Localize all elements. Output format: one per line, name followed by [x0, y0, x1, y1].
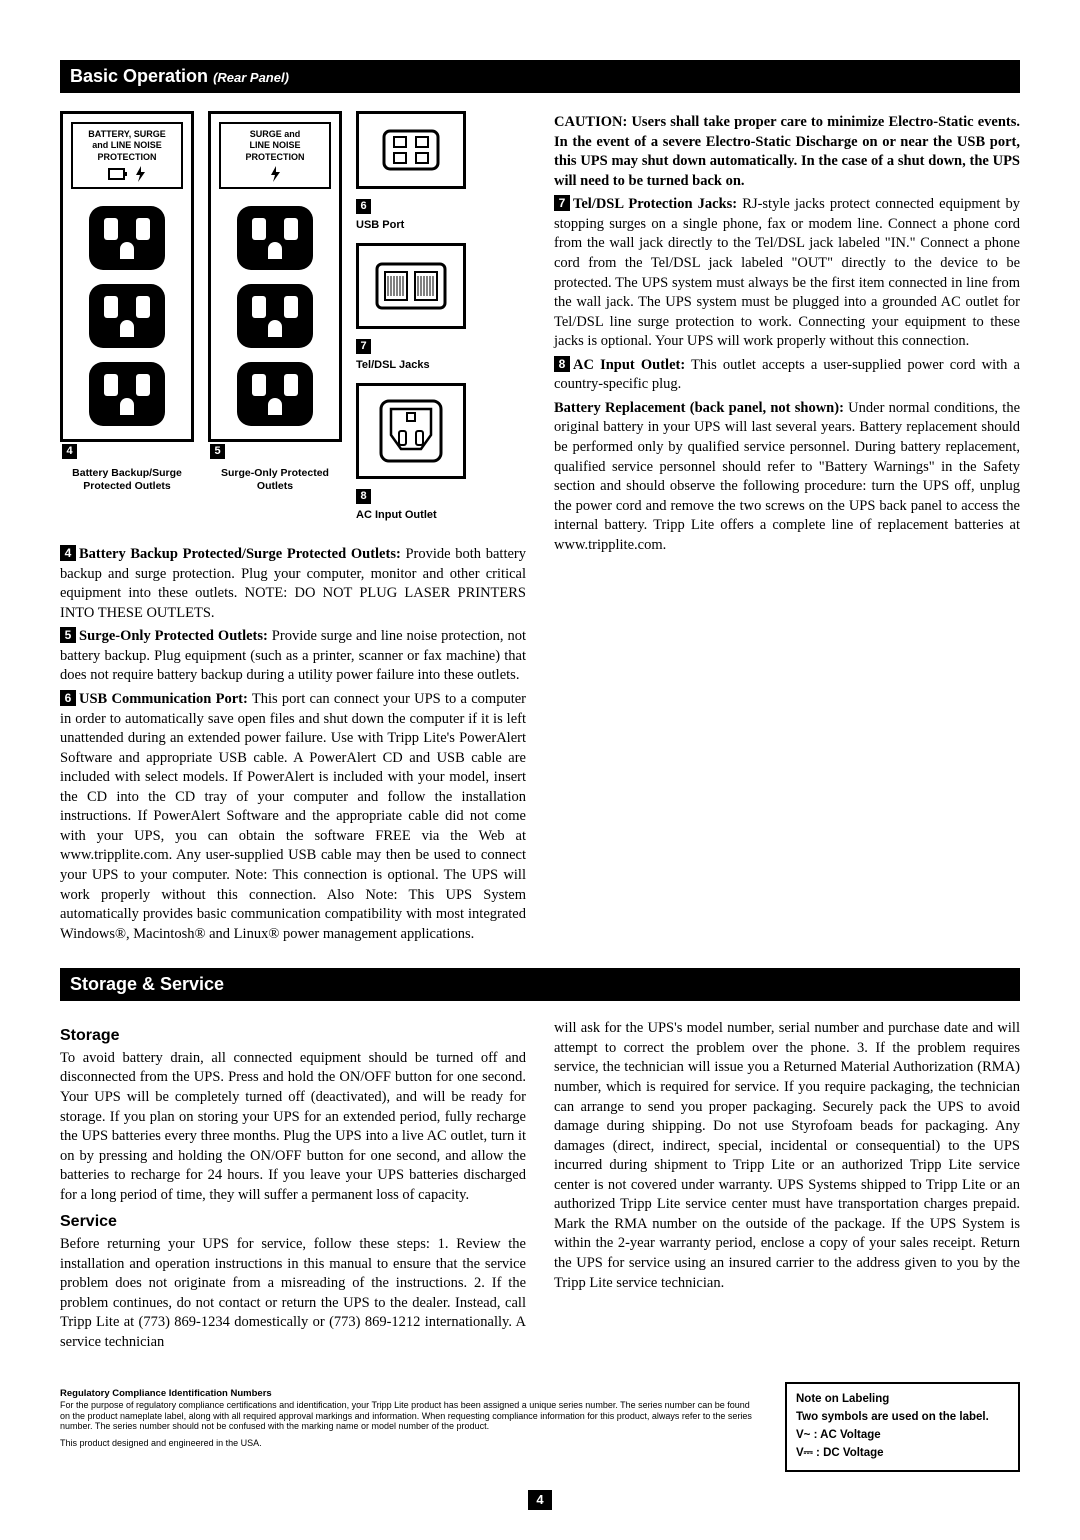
battery-surge-block: BATTERY, SURGE and LINE NOISE PROTECTION — [60, 111, 194, 442]
block1-line2: and LINE NOISE — [92, 140, 162, 151]
outlet-icon — [234, 203, 316, 273]
bolt-icon — [269, 166, 281, 182]
item-8: 8AC Input Outlet: This outlet accepts a … — [554, 356, 1020, 395]
outlet-icon — [86, 281, 168, 351]
badge-4: 4 — [62, 444, 77, 459]
battery-replacement: Battery Replacement (back panel, not sho… — [554, 399, 1020, 556]
badge-7: 7 — [356, 339, 371, 354]
outlet-icon — [234, 359, 316, 429]
fineprint-body: For the purpose of regulatory compliance… — [60, 1400, 760, 1432]
header2-text: Storage & Service — [70, 974, 224, 994]
surge-only-block: SURGE and LINE NOISE PROTECTION — [208, 111, 342, 442]
header-sub: (Rear Panel) — [213, 70, 289, 85]
block1-line1: BATTERY, SURGE — [88, 129, 166, 140]
service-heading: Service — [60, 1211, 526, 1233]
teldsl-panel — [356, 243, 466, 329]
notebox-line2: V~ : AC Voltage — [796, 1427, 1009, 1445]
outlet-icon — [86, 203, 168, 273]
usb-port-icon — [376, 125, 446, 175]
header-main: Basic Operation — [70, 66, 208, 86]
usb-label: USB Port — [356, 219, 496, 231]
badge-5: 5 — [210, 444, 225, 459]
ac-label: AC Input Outlet — [356, 509, 496, 521]
caption4-l1: Battery Backup/Surge — [72, 467, 182, 479]
usb-panel — [356, 111, 466, 189]
note-on-labeling: Note on Labeling Two symbols are used on… — [785, 1382, 1020, 1471]
section-header-basic-operation: Basic Operation (Rear Panel) — [60, 60, 1020, 93]
service-text-a: Before returning your UPS for service, f… — [60, 1235, 526, 1352]
item-6-caution: CAUTION: Users shall take proper care to… — [554, 113, 1020, 191]
item-5: 5Surge-Only Protected Outlets: Provide s… — [60, 627, 526, 686]
outlet-icon — [234, 281, 316, 351]
caption5-l1: Surge-Only Protected — [221, 467, 329, 479]
item-6: 6USB Communication Port: This port can c… — [60, 690, 526, 944]
section-header-storage-service: Storage & Service — [60, 968, 1020, 1001]
item-7: 7Tel/DSL Protection Jacks: RJ-style jack… — [554, 195, 1020, 352]
notebox-title: Note on Labeling — [796, 1391, 1009, 1409]
battery-icon — [108, 166, 128, 182]
badge-6: 6 — [356, 199, 371, 214]
badge-8: 8 — [356, 489, 371, 504]
bolt-icon — [134, 166, 146, 182]
notebox-line3: V⎓ : DC Voltage — [796, 1445, 1009, 1463]
rear-panel-diagram: BATTERY, SURGE and LINE NOISE PROTECTION — [60, 111, 526, 521]
block1-line3: PROTECTION — [97, 152, 156, 163]
block2-line2: LINE NOISE — [249, 140, 300, 151]
page-number: 4 — [528, 1490, 552, 1510]
block2-line1: SURGE and — [250, 129, 301, 140]
storage-heading: Storage — [60, 1025, 526, 1047]
storage-text: To avoid battery drain, all connected eq… — [60, 1049, 526, 1206]
caption5-l2: Outlets — [257, 480, 293, 492]
notebox-line1: Two symbols are used on the label. — [796, 1409, 1009, 1427]
rj-jacks-icon — [371, 256, 451, 316]
ac-input-icon — [371, 395, 451, 467]
teldsl-label: Tel/DSL Jacks — [356, 359, 496, 371]
outlet-icon — [86, 359, 168, 429]
caption4-l2: Protected Outlets — [83, 480, 171, 492]
block2-line3: PROTECTION — [245, 152, 304, 163]
ac-input-panel — [356, 383, 466, 479]
service-text-b: will ask for the UPS's model number, ser… — [554, 1019, 1020, 1293]
item-4: 4Battery Backup Protected/Surge Protecte… — [60, 545, 526, 623]
